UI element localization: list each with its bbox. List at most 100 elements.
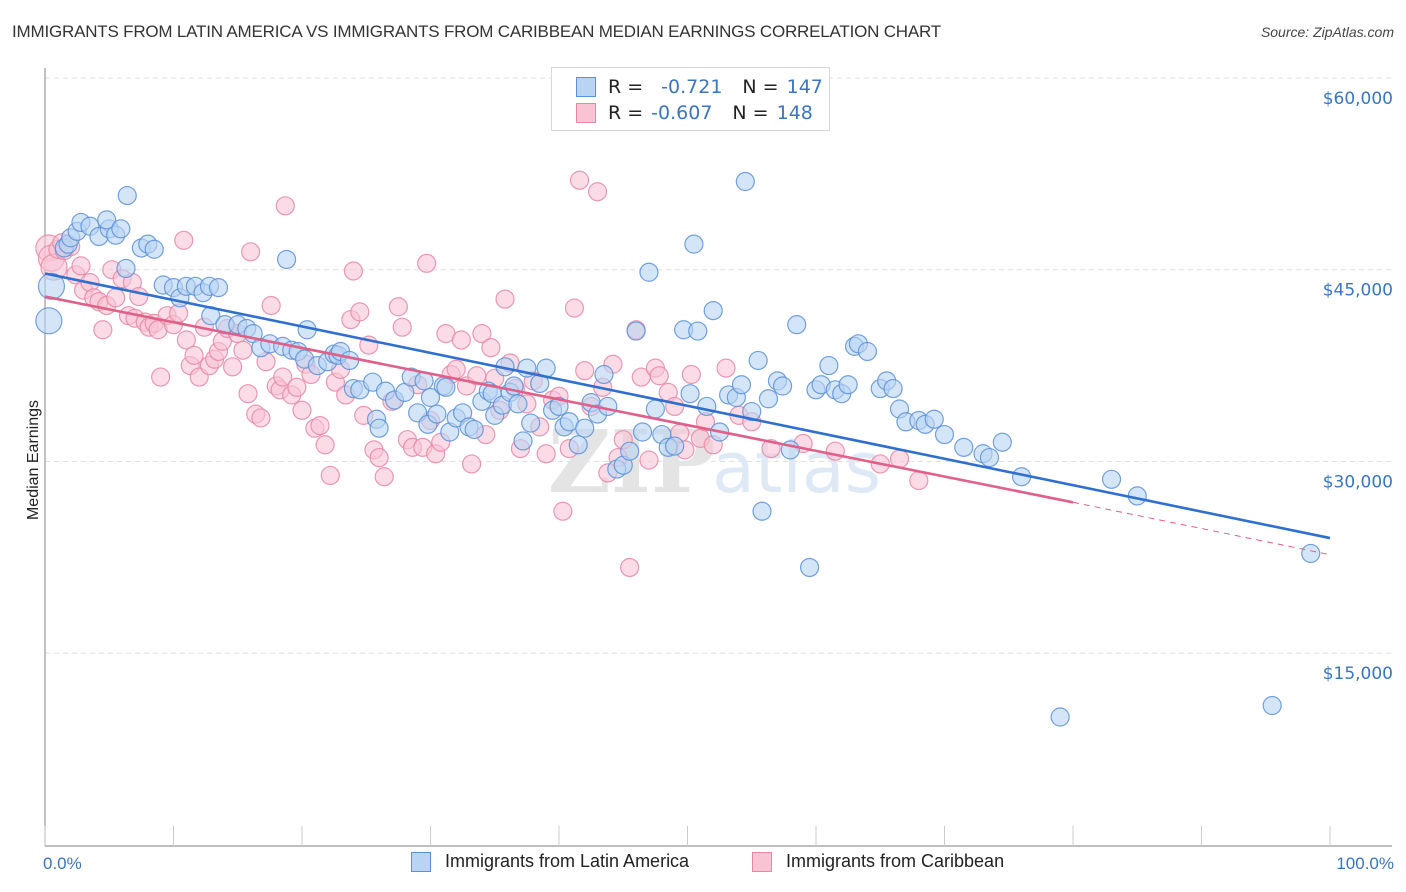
legend-item-latin-america[interactable]: Immigrants from Latin America bbox=[411, 851, 689, 872]
caribbean-point bbox=[909, 470, 929, 491]
latin-america-point bbox=[369, 418, 389, 438]
caribbean-point bbox=[639, 450, 659, 470]
y-tick-label: $15,000 bbox=[1323, 664, 1393, 684]
latin-america-point bbox=[97, 210, 117, 230]
y-tick-label: $60,000 bbox=[1323, 89, 1393, 109]
correlation-legend: R = -0.721 N = 147 R = -0.607 N = 148 bbox=[551, 67, 830, 131]
series-legend: Immigrants from Latin America Immigrants… bbox=[0, 851, 1406, 877]
legend-swatch-blue bbox=[411, 851, 431, 872]
legend-swatch-blue bbox=[576, 77, 596, 97]
latin-america-point bbox=[117, 185, 137, 206]
caribbean-point bbox=[374, 467, 394, 487]
legend-r-value: -0.607 bbox=[651, 102, 713, 124]
caribbean-point bbox=[481, 338, 501, 358]
legend-swatch-pink bbox=[576, 103, 596, 123]
legend-n-value: 147 bbox=[786, 76, 823, 98]
caribbean-point bbox=[106, 288, 126, 308]
latin-america-point bbox=[924, 409, 944, 429]
caribbean-point bbox=[417, 253, 437, 273]
legend-row-caribbean: R = -0.607 N = 148 bbox=[576, 100, 813, 126]
caribbean-point bbox=[587, 182, 608, 202]
latin-america-point bbox=[464, 419, 484, 440]
caribbean-point bbox=[553, 501, 573, 521]
source-label: Source: ZipAtlas.com bbox=[1260, 24, 1394, 40]
legend-label: Immigrants from Caribbean bbox=[786, 851, 1005, 871]
latin-america-point bbox=[427, 404, 447, 424]
latin-america-point bbox=[748, 350, 768, 371]
latin-america-point bbox=[1262, 695, 1282, 716]
caribbean-point bbox=[174, 230, 194, 250]
latin-america-point bbox=[697, 396, 717, 417]
caribbean-point bbox=[575, 361, 595, 381]
legend-r-label: R = bbox=[608, 76, 644, 98]
latin-america-point bbox=[758, 389, 779, 409]
legend-label: Immigrants from Latin America bbox=[445, 851, 690, 871]
trend-line-caribbean-extrapolated bbox=[1072, 501, 1331, 556]
series-caribbean-points bbox=[35, 170, 929, 578]
latin-america-point bbox=[1050, 707, 1070, 727]
caribbean-point bbox=[472, 324, 492, 344]
caribbean-point bbox=[176, 330, 196, 350]
latin-america-point bbox=[598, 396, 618, 417]
latin-america-point bbox=[735, 171, 755, 192]
caribbean-point bbox=[238, 384, 258, 404]
latin-america-point bbox=[954, 437, 974, 457]
latin-america-point bbox=[568, 435, 588, 455]
latin-america-point bbox=[508, 394, 528, 414]
latin-america-point bbox=[116, 258, 136, 279]
caribbean-point bbox=[350, 302, 370, 322]
y-tick-label: $45,000 bbox=[1323, 281, 1393, 301]
legend-n-label: N = bbox=[742, 76, 779, 98]
latin-america-point bbox=[838, 375, 858, 395]
caribbean-point bbox=[273, 367, 293, 387]
latin-america-point bbox=[420, 387, 441, 408]
latin-america-point bbox=[144, 239, 164, 259]
legend-n-label: N = bbox=[732, 102, 769, 124]
caribbean-point bbox=[716, 358, 736, 378]
latin-america-point bbox=[979, 447, 1000, 468]
caribbean-point bbox=[241, 242, 261, 262]
latin-america-point bbox=[731, 375, 752, 395]
caribbean-point bbox=[275, 196, 295, 216]
latin-america-point bbox=[276, 249, 297, 270]
caribbean-point bbox=[320, 465, 340, 486]
latin-america-point bbox=[1301, 543, 1321, 564]
caribbean-point bbox=[388, 297, 408, 317]
caribbean-point bbox=[569, 170, 590, 190]
caribbean-point bbox=[536, 444, 556, 464]
caribbean-point bbox=[292, 400, 312, 420]
caribbean-point bbox=[681, 364, 701, 385]
legend-swatch-pink bbox=[752, 851, 772, 872]
y-tick-labels: $15,000 $30,000 $45,000 $60,000 bbox=[1323, 89, 1393, 684]
latin-america-point bbox=[684, 234, 704, 254]
latin-america-point bbox=[620, 441, 640, 461]
latin-america-point bbox=[772, 376, 793, 396]
latin-america-point bbox=[626, 321, 646, 341]
caribbean-point bbox=[446, 359, 466, 379]
caribbean-point bbox=[223, 357, 243, 377]
x-tick-label-max: 100.0% bbox=[1336, 854, 1394, 873]
x-ticks bbox=[44, 826, 1331, 846]
trend-line-latin-america bbox=[44, 272, 1331, 540]
latin-america-point bbox=[436, 377, 456, 397]
latin-america-point bbox=[992, 432, 1012, 452]
caribbean-point bbox=[649, 366, 669, 386]
legend-item-caribbean[interactable]: Immigrants from Caribbean bbox=[752, 851, 1004, 872]
latin-america-point bbox=[37, 272, 66, 300]
chart-title: IMMIGRANTS FROM LATIN AMERICA VS IMMIGRA… bbox=[12, 22, 941, 41]
latin-america-point bbox=[1101, 469, 1122, 489]
caribbean-point bbox=[462, 454, 482, 474]
y-axis-label: Median Earnings bbox=[25, 400, 42, 520]
latin-america-point bbox=[680, 384, 700, 404]
caribbean-point bbox=[233, 340, 253, 360]
caribbean-point bbox=[343, 261, 363, 281]
latin-america-point bbox=[688, 321, 708, 341]
caribbean-point bbox=[665, 396, 685, 417]
legend-r-value: -0.721 bbox=[661, 76, 723, 98]
legend-row-latin-america: R = -0.721 N = 147 bbox=[576, 74, 823, 100]
latin-america-point bbox=[594, 364, 614, 385]
caribbean-point bbox=[287, 377, 307, 397]
trend-lines bbox=[44, 272, 1331, 556]
caribbean-point bbox=[564, 298, 585, 318]
